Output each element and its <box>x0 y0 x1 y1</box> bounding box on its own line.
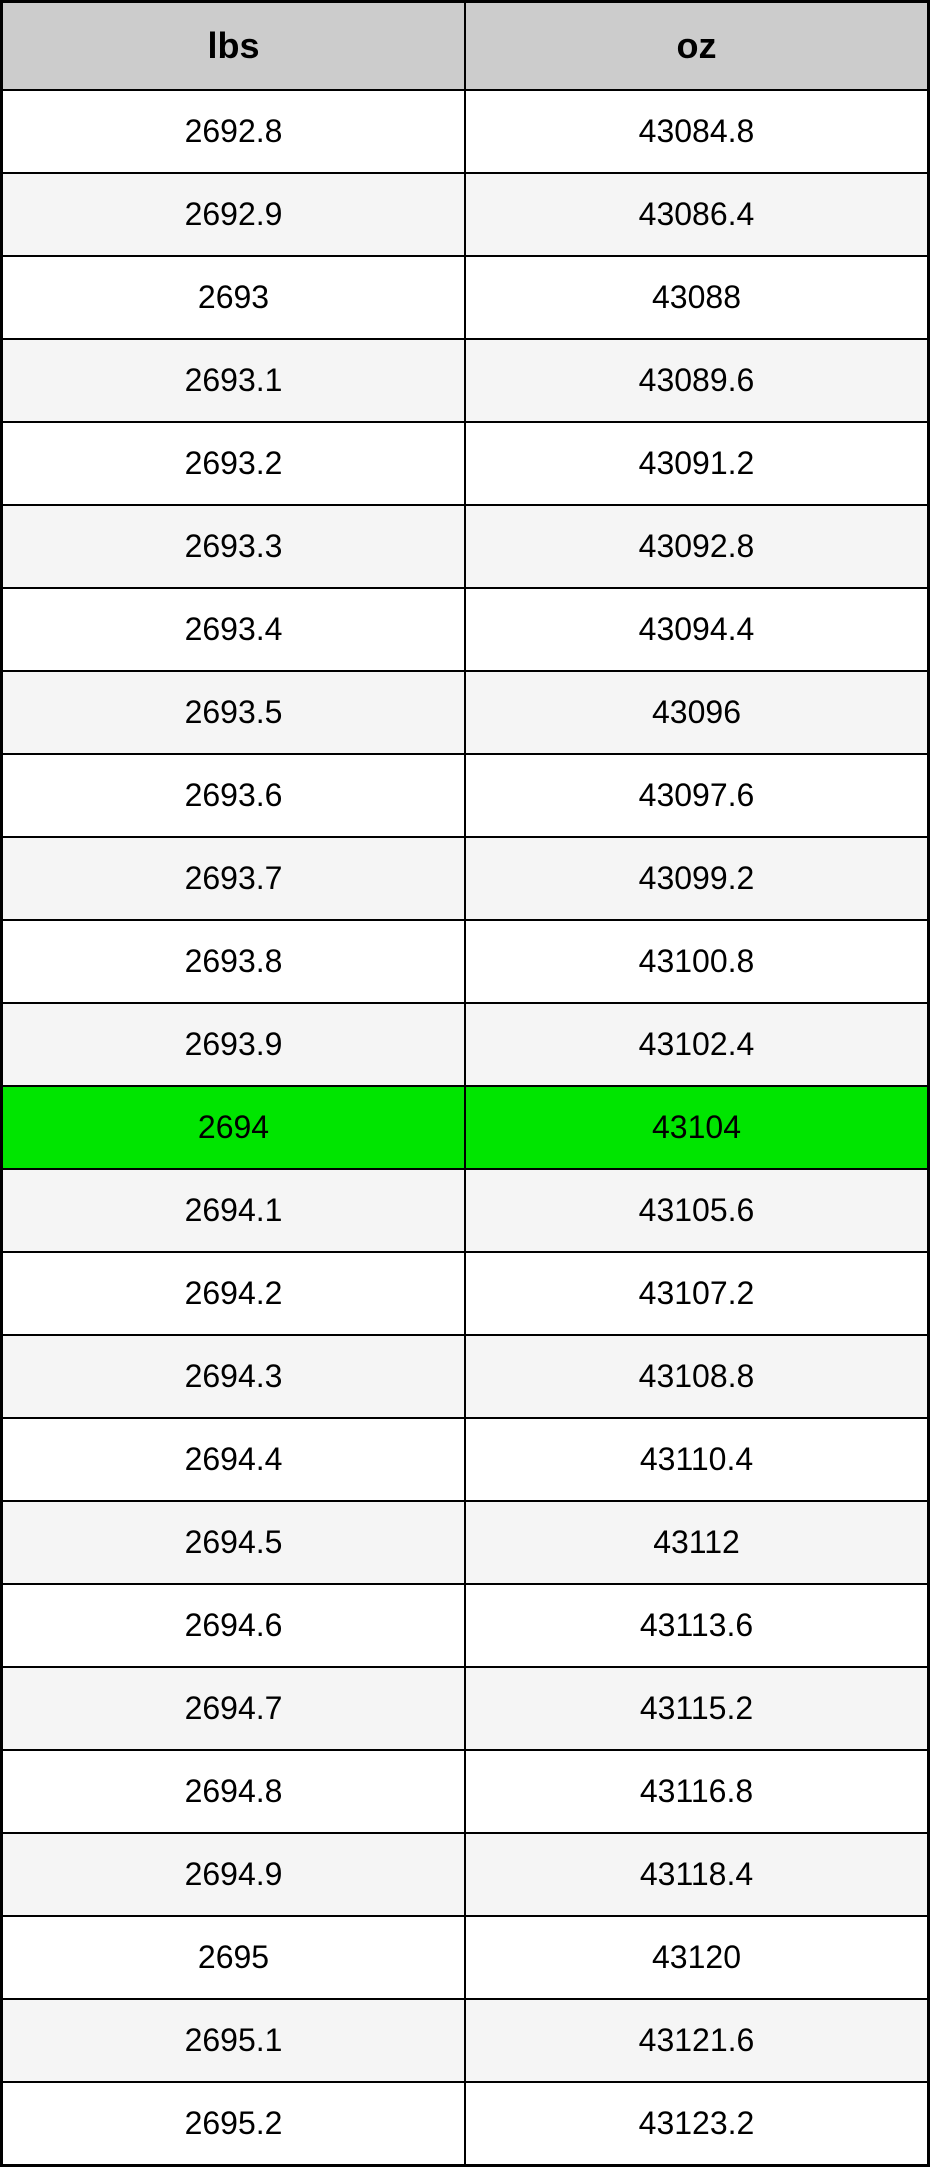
cell-lbs: 2694 <box>2 1086 466 1169</box>
table-row: 2694.6 43113.6 <box>2 1584 929 1667</box>
cell-lbs: 2695.2 <box>2 2082 466 2166</box>
cell-lbs: 2693.1 <box>2 339 466 422</box>
table-row: 2694.9 43118.4 <box>2 1833 929 1916</box>
cell-oz: 43123.2 <box>465 2082 929 2166</box>
table-row: 2694.4 43110.4 <box>2 1418 929 1501</box>
table-row: 2694.3 43108.8 <box>2 1335 929 1418</box>
table-row: 2693.7 43099.2 <box>2 837 929 920</box>
cell-lbs: 2693.9 <box>2 1003 466 1086</box>
cell-oz: 43116.8 <box>465 1750 929 1833</box>
cell-oz: 43084.8 <box>465 90 929 173</box>
cell-lbs: 2693.5 <box>2 671 466 754</box>
cell-oz: 43100.8 <box>465 920 929 1003</box>
table-row: 2694.2 43107.2 <box>2 1252 929 1335</box>
cell-lbs: 2693.3 <box>2 505 466 588</box>
cell-lbs: 2694.3 <box>2 1335 466 1418</box>
cell-oz: 43102.4 <box>465 1003 929 1086</box>
conversion-table: lbs oz 2692.8 43084.8 2692.9 43086.4 269… <box>0 0 930 2167</box>
cell-oz: 43121.6 <box>465 1999 929 2082</box>
cell-oz: 43115.2 <box>465 1667 929 1750</box>
table-row: 2695 43120 <box>2 1916 929 1999</box>
cell-lbs: 2694.6 <box>2 1584 466 1667</box>
table-row: 2693.9 43102.4 <box>2 1003 929 1086</box>
table-row: 2694.5 43112 <box>2 1501 929 1584</box>
cell-lbs: 2693.2 <box>2 422 466 505</box>
table-body: 2692.8 43084.8 2692.9 43086.4 2693 43088… <box>2 90 929 2166</box>
table-row: 2692.9 43086.4 <box>2 173 929 256</box>
cell-lbs: 2694.2 <box>2 1252 466 1335</box>
cell-lbs: 2694.4 <box>2 1418 466 1501</box>
cell-oz: 43105.6 <box>465 1169 929 1252</box>
cell-oz: 43091.2 <box>465 422 929 505</box>
cell-lbs: 2695 <box>2 1916 466 1999</box>
table-row: 2693.6 43097.6 <box>2 754 929 837</box>
column-header-lbs: lbs <box>2 2 466 91</box>
cell-lbs: 2694.5 <box>2 1501 466 1584</box>
cell-oz: 43096 <box>465 671 929 754</box>
cell-oz: 43110.4 <box>465 1418 929 1501</box>
table-row: 2692.8 43084.8 <box>2 90 929 173</box>
table-row: 2693.5 43096 <box>2 671 929 754</box>
table-row: 2693.3 43092.8 <box>2 505 929 588</box>
cell-lbs: 2694.1 <box>2 1169 466 1252</box>
cell-lbs: 2694.8 <box>2 1750 466 1833</box>
cell-lbs: 2694.9 <box>2 1833 466 1916</box>
table-header-row: lbs oz <box>2 2 929 91</box>
cell-oz: 43108.8 <box>465 1335 929 1418</box>
cell-oz: 43112 <box>465 1501 929 1584</box>
cell-lbs: 2693.8 <box>2 920 466 1003</box>
table-row: 2694.1 43105.6 <box>2 1169 929 1252</box>
table-row: 2694.7 43115.2 <box>2 1667 929 1750</box>
cell-oz: 43097.6 <box>465 754 929 837</box>
cell-oz: 43099.2 <box>465 837 929 920</box>
table-row: 2693.4 43094.4 <box>2 588 929 671</box>
table-row: 2693.8 43100.8 <box>2 920 929 1003</box>
cell-oz: 43113.6 <box>465 1584 929 1667</box>
cell-oz: 43086.4 <box>465 173 929 256</box>
cell-lbs: 2694.7 <box>2 1667 466 1750</box>
table-row: 2695.1 43121.6 <box>2 1999 929 2082</box>
table-row: 2693.2 43091.2 <box>2 422 929 505</box>
table-row: 2693.1 43089.6 <box>2 339 929 422</box>
cell-oz: 43089.6 <box>465 339 929 422</box>
table-row: 2693 43088 <box>2 256 929 339</box>
cell-oz: 43088 <box>465 256 929 339</box>
cell-lbs: 2693.4 <box>2 588 466 671</box>
cell-oz: 43094.4 <box>465 588 929 671</box>
cell-lbs: 2692.8 <box>2 90 466 173</box>
cell-oz: 43107.2 <box>465 1252 929 1335</box>
column-header-oz: oz <box>465 2 929 91</box>
cell-lbs: 2693 <box>2 256 466 339</box>
table-row: 2694.8 43116.8 <box>2 1750 929 1833</box>
cell-lbs: 2692.9 <box>2 173 466 256</box>
cell-oz: 43092.8 <box>465 505 929 588</box>
cell-oz: 43120 <box>465 1916 929 1999</box>
table-row-highlighted: 2694 43104 <box>2 1086 929 1169</box>
cell-lbs: 2693.7 <box>2 837 466 920</box>
table-row: 2695.2 43123.2 <box>2 2082 929 2166</box>
cell-lbs: 2693.6 <box>2 754 466 837</box>
cell-oz: 43118.4 <box>465 1833 929 1916</box>
cell-oz: 43104 <box>465 1086 929 1169</box>
cell-lbs: 2695.1 <box>2 1999 466 2082</box>
